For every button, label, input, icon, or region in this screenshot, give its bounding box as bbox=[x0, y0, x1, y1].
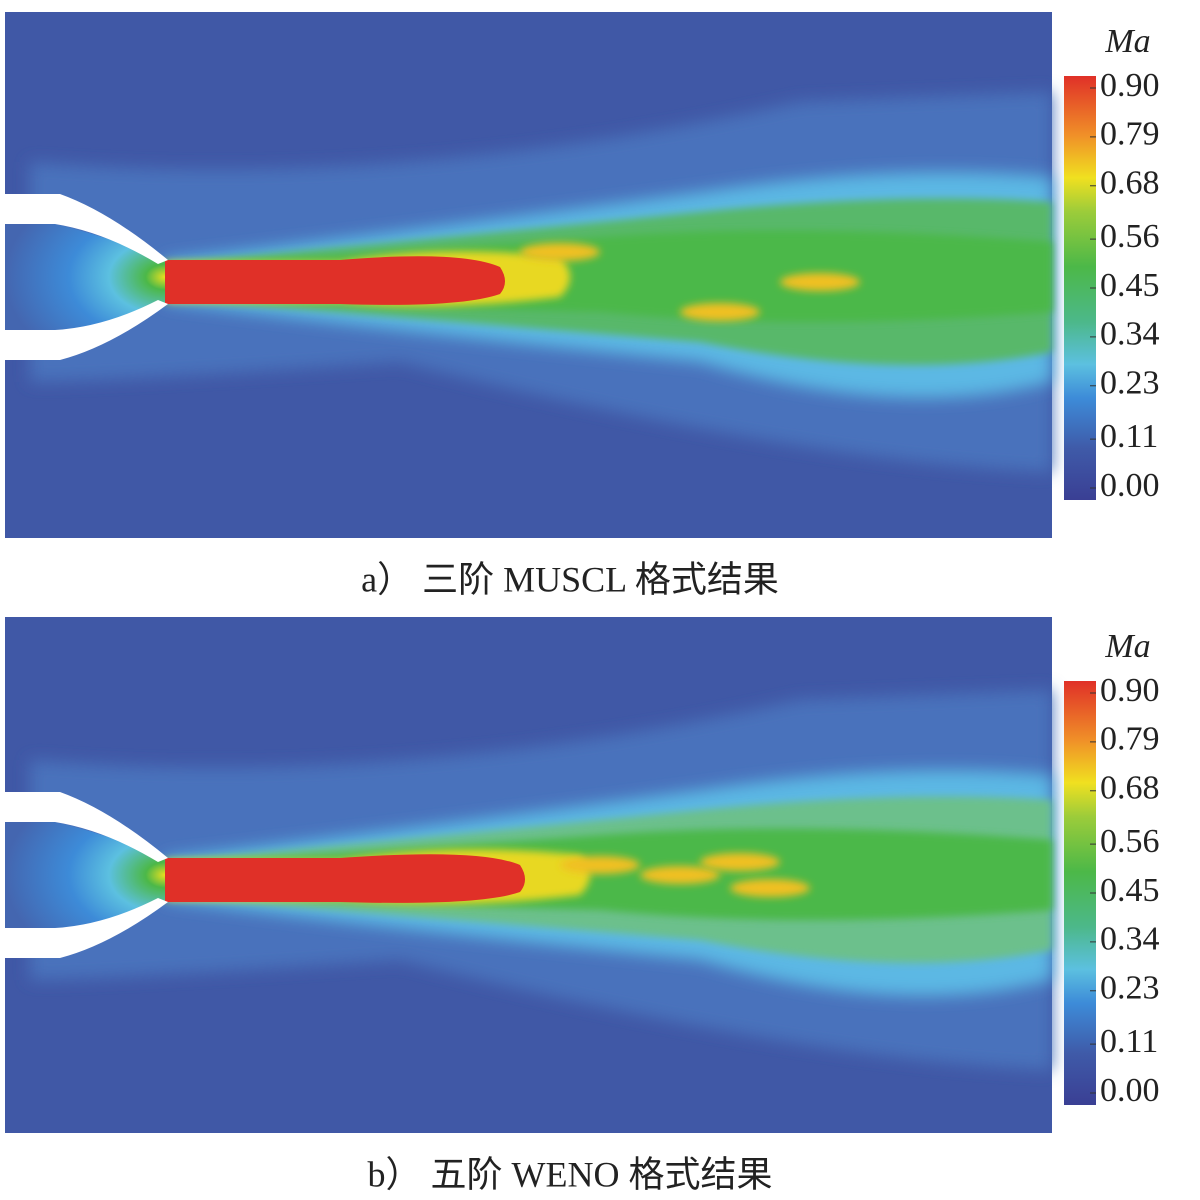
panel-caption: b） 五阶 WENO 格式结果 bbox=[368, 1154, 773, 1194]
colorbar-tick-label: 0.45 bbox=[1100, 267, 1160, 304]
colorbar-title: Ma bbox=[1104, 23, 1150, 60]
colorbar-title: Ma bbox=[1104, 628, 1150, 665]
colorbar-tick-label: 0.11 bbox=[1100, 1023, 1158, 1060]
colorbar-tick-label: 0.00 bbox=[1100, 1072, 1160, 1109]
colorbar-tick-label: 0.56 bbox=[1100, 218, 1160, 255]
panel-caption: a） 三阶 MUSCL 格式结果 bbox=[361, 559, 779, 599]
colorbar-tick-label: 0.23 bbox=[1100, 365, 1160, 402]
nozzle-inlet bbox=[5, 822, 165, 928]
colorbar-tick-label: 0.90 bbox=[1100, 672, 1160, 709]
colorbar-tick-label: 0.68 bbox=[1100, 770, 1160, 807]
colorbar-tick-label: 0.00 bbox=[1100, 467, 1160, 504]
colorbar-tick-label: 0.11 bbox=[1100, 418, 1158, 455]
colorbar-tick-label: 0.79 bbox=[1100, 721, 1160, 758]
nozzle-inlet bbox=[5, 224, 165, 330]
colorbar-tick-label: 0.79 bbox=[1100, 116, 1160, 153]
colorbar-tick-label: 0.56 bbox=[1100, 823, 1160, 860]
panel: 0.90 0.79 0.68 0.56 0.45 0.34 0.23 0.11 0.00 Ma a）… bbox=[5, 12, 1160, 599]
hot-spot bbox=[560, 856, 640, 874]
hot-spot bbox=[730, 879, 810, 897]
colorbar-tick-label: 0.23 bbox=[1100, 970, 1160, 1007]
nozzle-wall-bottom bbox=[5, 898, 168, 958]
colorbar-tick-label: 0.34 bbox=[1100, 316, 1160, 353]
colorbar-tick-label: 0.45 bbox=[1100, 872, 1160, 909]
colorbar-tick-label: 0.34 bbox=[1100, 921, 1160, 958]
jet-core bbox=[165, 256, 505, 305]
hot-spot bbox=[700, 853, 780, 871]
hot-spot bbox=[640, 866, 720, 884]
hot-spot bbox=[520, 243, 600, 261]
panel: 0.90 0.79 0.68 0.56 0.45 0.34 0.23 0.11 0.00 Ma b）… bbox=[5, 617, 1160, 1194]
nozzle-wall-bottom bbox=[5, 300, 168, 360]
colorbar-tick-label: 0.90 bbox=[1100, 67, 1160, 104]
nozzle-wall-top bbox=[5, 792, 168, 862]
colorbar-tick-label: 0.68 bbox=[1100, 165, 1160, 202]
jet-core bbox=[165, 854, 525, 903]
nozzle-wall-top bbox=[5, 194, 168, 264]
hot-spot bbox=[680, 303, 760, 321]
hot-spot bbox=[780, 273, 860, 291]
